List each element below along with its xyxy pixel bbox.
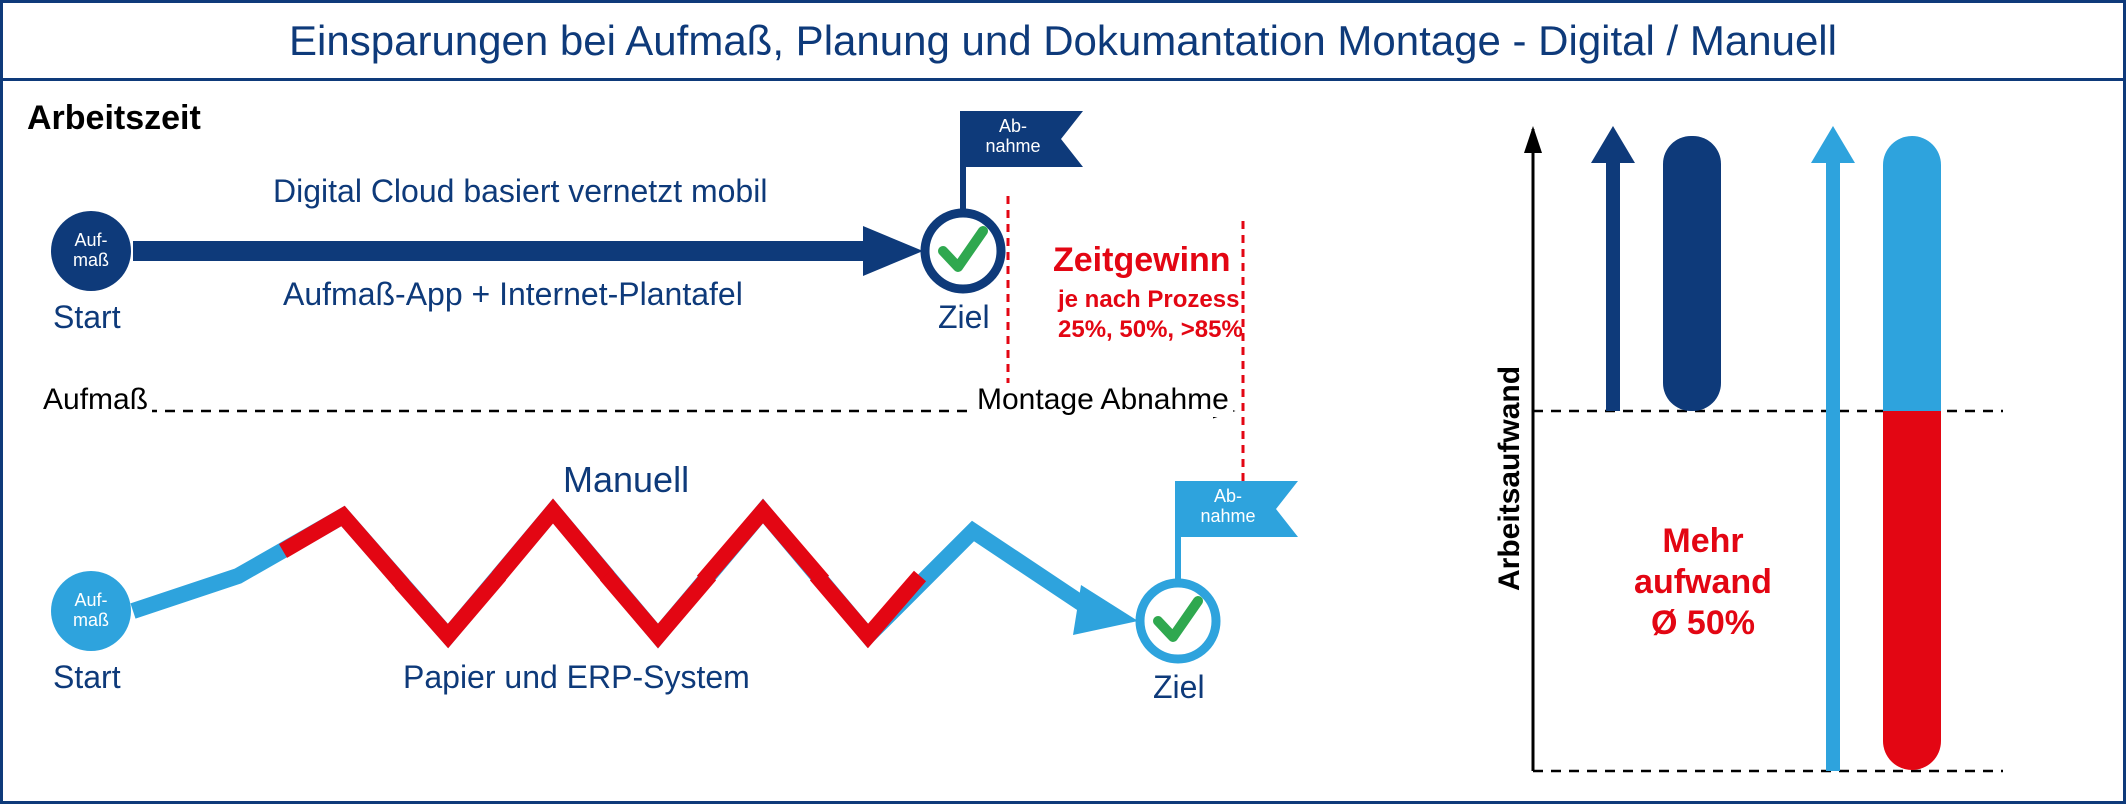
digital-start-circle: Auf- maß [51, 211, 131, 291]
manual-red-peak-1 [283, 516, 403, 585]
page-title: Einsparungen bei Aufmaß, Planung und Dok… [289, 17, 1837, 65]
mehr-line3: Ø 50% [1651, 604, 1755, 642]
digital-start-circle-text: Auf- maß [73, 231, 109, 271]
zeitgewinn-sub1: je nach Prozess [1058, 286, 1239, 315]
digital-start-label: Start [53, 299, 121, 336]
infographic-container: Einsparungen bei Aufmaß, Planung und Dok… [0, 0, 2126, 804]
manual-red-peak-2 [498, 511, 608, 577]
digital-flag-text: Ab- nahme [978, 117, 1048, 157]
mehr-line2: aufwand [1634, 563, 1772, 601]
manual-arrowhead [1073, 585, 1138, 635]
midline-left-label: Aufmaß [39, 383, 152, 417]
zeitgewinn-sub2: 25%, 50%, >85% [1058, 316, 1243, 345]
effort-arrowhead-1 [1591, 126, 1635, 163]
digital-ziel-label: Ziel [938, 299, 990, 336]
manual-title: Manuell [563, 459, 689, 501]
digital-arrowhead [863, 226, 923, 276]
zeitgewinn-title: Zeitgewinn [1053, 241, 1231, 280]
effort-bar-1 [1663, 136, 1721, 411]
effort-axis-label: Arbeitsaufwand [1493, 366, 1527, 591]
manual-red-peak-3 [703, 511, 823, 581]
midline-right-label: Montage Abnahme [973, 383, 1233, 417]
effort-bar-2-lower [1883, 411, 1941, 770]
mehr-line1: Mehr [1662, 522, 1743, 560]
digital-bottom-label: Aufmaß-App + Internet-Plantafel [283, 276, 743, 313]
title-bar: Einsparungen bei Aufmaß, Planung und Dok… [3, 3, 2123, 81]
digital-top-label: Digital Cloud basiert vernetzt mobil [273, 173, 767, 210]
manual-start-label: Start [53, 659, 121, 696]
manual-start-circle-text: Auf- maß [73, 591, 109, 631]
effort-arrowhead-2 [1811, 126, 1855, 163]
mehr-aufwand-text: Mehr aufwand Ø 50% [1603, 521, 1803, 643]
manual-ziel-ring [1140, 583, 1216, 659]
manual-ziel-label: Ziel [1153, 669, 1205, 706]
body-area: Arbeitszeit [3, 81, 2123, 801]
digital-ziel-ring [925, 213, 1001, 289]
manual-red-valley-2 [606, 575, 710, 636]
effort-bar-2-upper [1883, 136, 1941, 411]
manual-red-valley-1 [401, 575, 500, 636]
manual-red-valley-3 [816, 575, 920, 636]
manual-start-circle: Auf- maß [51, 571, 131, 651]
manual-bottom-label: Papier und ERP-System [403, 659, 750, 696]
manual-flag-text: Ab- nahme [1193, 487, 1263, 527]
